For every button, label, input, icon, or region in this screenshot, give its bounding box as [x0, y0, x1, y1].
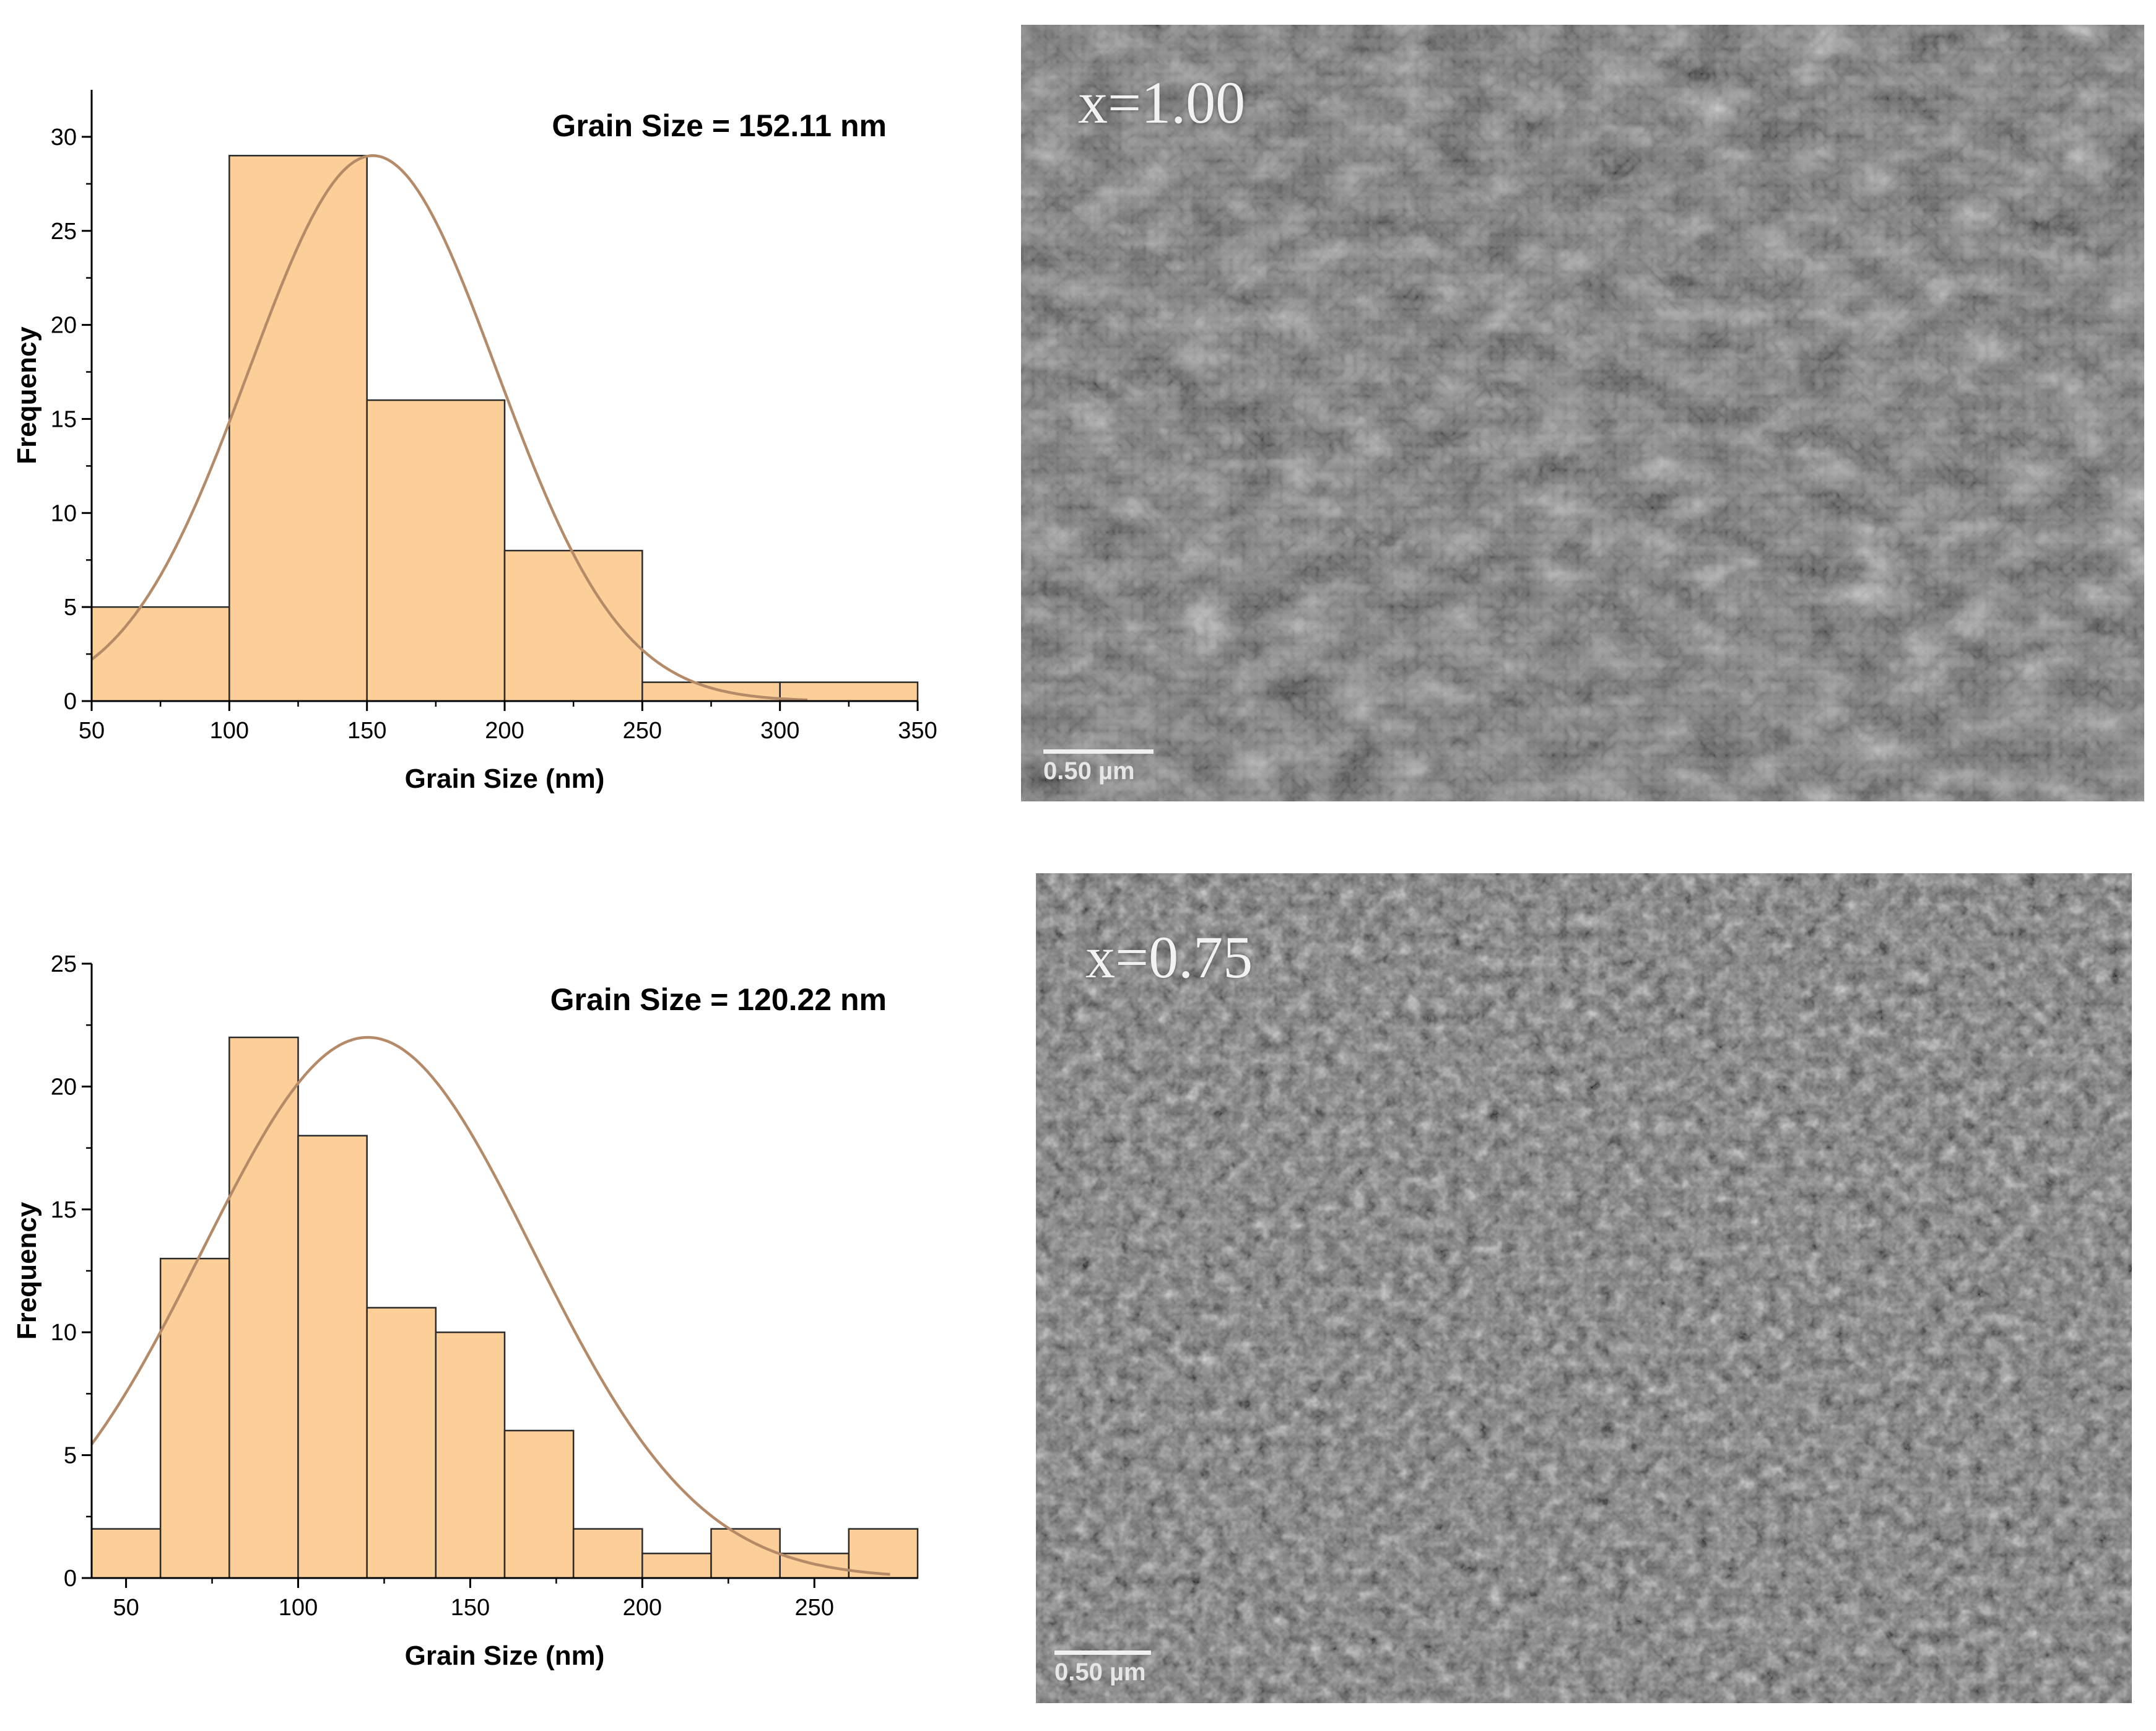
- histogram-bar: [90, 1528, 162, 1579]
- y-tick-label: 0: [64, 1566, 77, 1592]
- histogram-bar: [503, 1429, 575, 1579]
- sem-label-top: x=1.00: [1078, 69, 1246, 136]
- histogram-bar: [435, 1331, 506, 1579]
- x-tick-label: 300: [760, 718, 799, 744]
- histogram-bar: [848, 1528, 919, 1579]
- histogram-bar: [297, 1135, 368, 1579]
- sem-texture-bottom: [1036, 873, 2132, 1703]
- histogram-bar: [710, 1528, 781, 1579]
- y-axis-label: Frequency: [12, 1201, 42, 1340]
- histogram-bar: [366, 399, 506, 702]
- scale-bar-line: [1054, 1650, 1151, 1655]
- sem-texture-top: [1021, 25, 2144, 801]
- x-tick-label: 50: [113, 1595, 139, 1621]
- x-tick-label: 50: [79, 718, 105, 744]
- histogram-bar: [503, 549, 643, 702]
- y-tick-label: 15: [51, 1197, 77, 1223]
- x-axis-label: Grain Size (nm): [405, 1641, 605, 1671]
- fit-curve: [90, 154, 808, 702]
- histogram-bar: [779, 681, 919, 702]
- x-axis-label: Grain Size (nm): [405, 764, 605, 794]
- y-tick-label: 30: [51, 124, 77, 150]
- x-tick-label: 150: [451, 1595, 490, 1621]
- y-tick-label: 5: [64, 1443, 77, 1469]
- y-tick-label: 5: [64, 595, 77, 621]
- histogram-top-svg: 50 100 150 200 250 300 350 0 5 10 15 20 25 30 Grain Si…: [12, 90, 937, 794]
- scale-bar-label: 0.50 µm: [1043, 757, 1135, 785]
- fit-curve: [90, 1036, 890, 1576]
- histogram-bar: [228, 1036, 299, 1579]
- x-tick-label: 250: [623, 718, 662, 744]
- x-tick-label: 150: [347, 718, 386, 744]
- sem-label-bottom: x=0.75: [1085, 924, 1253, 990]
- x-tick-label: 250: [795, 1595, 834, 1621]
- sem-image-bottom: x=0.75 0.50 µm: [1036, 873, 2132, 1703]
- y-tick-label: 15: [51, 406, 77, 432]
- y-tick-label: 25: [51, 951, 77, 977]
- histogram-bar: [90, 606, 230, 702]
- scale-bar-line: [1043, 749, 1154, 754]
- scale-bar-top: 0.50 µm: [1043, 749, 1154, 785]
- histogram-bar: [641, 1553, 712, 1579]
- x-tick-label: 200: [485, 718, 524, 744]
- x-tick-label: 200: [623, 1595, 662, 1621]
- sem-image-top: x=1.00 0.50 µm: [1021, 25, 2144, 801]
- histogram-bottom-svg: 50 100 150 200 250 0 5 10 15 20 25 Grain Size (nm) F…: [12, 951, 919, 1671]
- x-tick-label: 350: [898, 718, 937, 744]
- histogram-bottom: 50 100 150 200 250 0 5 10 15 20 25 Grain Size (nm) F…: [0, 867, 966, 1731]
- histogram-bar: [572, 1528, 643, 1579]
- histogram-top: 50 100 150 200 250 300 350 0 5 10 15 20 25 30 Grain Si…: [0, 0, 966, 830]
- y-tick-label: 25: [51, 219, 77, 245]
- histogram-bar: [366, 1307, 437, 1579]
- histogram-bar: [159, 1257, 230, 1579]
- y-tick-label: 20: [51, 313, 77, 339]
- histogram-bar: [228, 155, 368, 702]
- scale-bar-bottom: 0.50 µm: [1054, 1650, 1151, 1686]
- y-tick-label: 10: [51, 1320, 77, 1346]
- y-tick-label: 20: [51, 1074, 77, 1100]
- y-tick-label: 10: [51, 500, 77, 526]
- y-axis-label: Frequency: [12, 326, 42, 464]
- chart-title: Grain Size = 152.11 nm: [552, 108, 887, 143]
- chart-title: Grain Size = 120.22 nm: [550, 982, 887, 1017]
- y-tick-label: 0: [64, 689, 77, 715]
- x-tick-label: 100: [279, 1595, 318, 1621]
- scale-bar-label: 0.50 µm: [1054, 1659, 1146, 1686]
- x-tick-label: 100: [210, 718, 249, 744]
